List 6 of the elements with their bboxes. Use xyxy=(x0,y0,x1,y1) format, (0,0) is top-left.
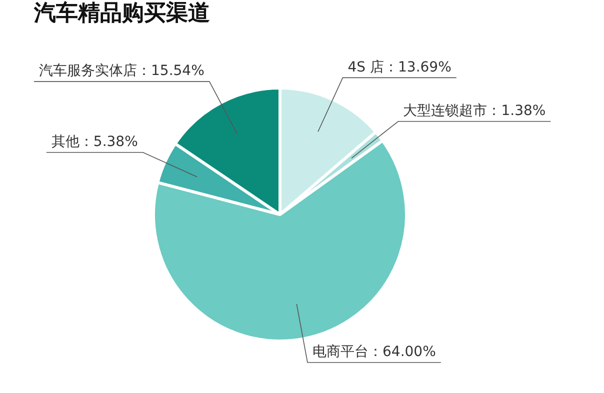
slice-label: 4S 店：13.69% xyxy=(348,59,452,76)
slice-label: 电商平台：64.00% xyxy=(312,344,436,360)
slice-label: 其他：5.38% xyxy=(51,134,138,150)
chart-title: 汽车精品购买渠道 xyxy=(34,0,210,28)
slice-label: 大型连锁超市：1.38% xyxy=(403,103,546,120)
slice-label: 汽车服务实体店：15.54% xyxy=(39,63,204,80)
